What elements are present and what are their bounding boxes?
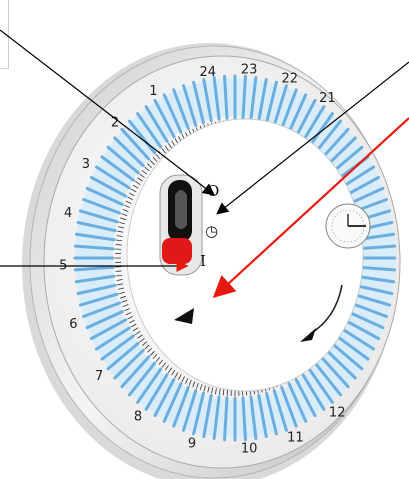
hour-label: 3 <box>82 157 90 172</box>
switch-mark-timer: ◷ <box>205 222 218 240</box>
hour-label: 11 <box>287 431 304 446</box>
hour-label: 2 <box>111 115 119 130</box>
hour-label: 10 <box>241 442 258 457</box>
hour-label: 6 <box>69 317 77 332</box>
switch-red-tab[interactable] <box>162 238 192 264</box>
hour-label: 23 <box>241 62 258 77</box>
hour-label: 21 <box>319 91 336 106</box>
hour-label: 24 <box>199 65 216 80</box>
clock-icon <box>326 204 370 248</box>
hour-label: 9 <box>188 436 196 451</box>
hour-label: 12 <box>329 406 346 421</box>
hour-label: 1 <box>149 84 157 99</box>
hour-label: 7 <box>95 369 103 384</box>
hour-label: 8 <box>134 410 142 425</box>
override-switch[interactable] <box>160 175 202 275</box>
hour-label: 22 <box>282 71 299 86</box>
hour-label: 4 <box>64 206 72 221</box>
switch-mark-on: I <box>200 252 206 270</box>
switch-highlight <box>175 190 187 229</box>
